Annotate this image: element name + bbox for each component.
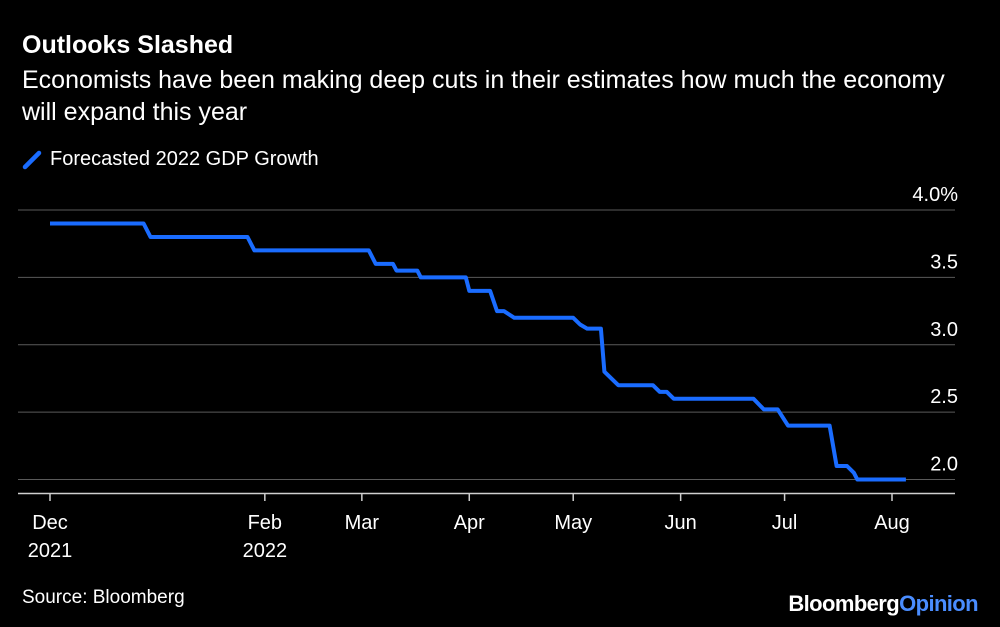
x-tick-label: Jun — [665, 512, 697, 534]
y-axis: 2.0 2.5 3.0 3.5 4.0% — [912, 184, 958, 476]
series-line — [50, 221, 906, 482]
x-tick-label: Dec — [32, 512, 68, 534]
legend: Forecasted 2022 GDP Growth — [22, 148, 319, 171]
grid-layer — [18, 209, 955, 495]
x-tick-label-year: 2021 — [28, 540, 73, 562]
x-tick-label-year: 2022 — [243, 540, 288, 562]
x-tick-label: Feb — [248, 512, 282, 534]
source-note: Source: Bloomberg — [22, 587, 185, 608]
brand-logo-part1: Bloomberg — [788, 591, 900, 616]
chart-subtitle: Economists have been making deep cuts in… — [22, 66, 945, 126]
brand-logo-part2: Opinion — [899, 591, 979, 616]
x-tick-label: Jul — [772, 512, 798, 534]
y-tick-label: 3.5 — [930, 251, 958, 273]
y-tick-label: 3.0 — [930, 319, 958, 341]
y-tick-label: 2.5 — [930, 386, 958, 408]
chart-plot: 2.0 2.5 3.0 3.5 4.0% Dec 2021 Feb 2022 Mar Apr May… — [18, 184, 958, 562]
series-layer — [50, 221, 906, 482]
chart-title: Outlooks Slashed — [22, 31, 234, 59]
x-tick-label: Aug — [874, 512, 910, 534]
x-axis: Dec 2021 Feb 2022 Mar Apr May Jun Jul Aug — [28, 493, 910, 562]
legend-swatch-icon — [22, 150, 42, 169]
x-tick-label: Apr — [454, 512, 485, 534]
brand-logo: BloombergOpinion — [788, 591, 978, 617]
y-tick-label: 2.0 — [930, 454, 958, 476]
x-tick-label: Mar — [345, 512, 380, 534]
x-tick-label: May — [554, 512, 592, 534]
legend-label: Forecasted 2022 GDP Growth — [50, 148, 319, 170]
y-tick-label: 4.0% — [912, 184, 958, 206]
